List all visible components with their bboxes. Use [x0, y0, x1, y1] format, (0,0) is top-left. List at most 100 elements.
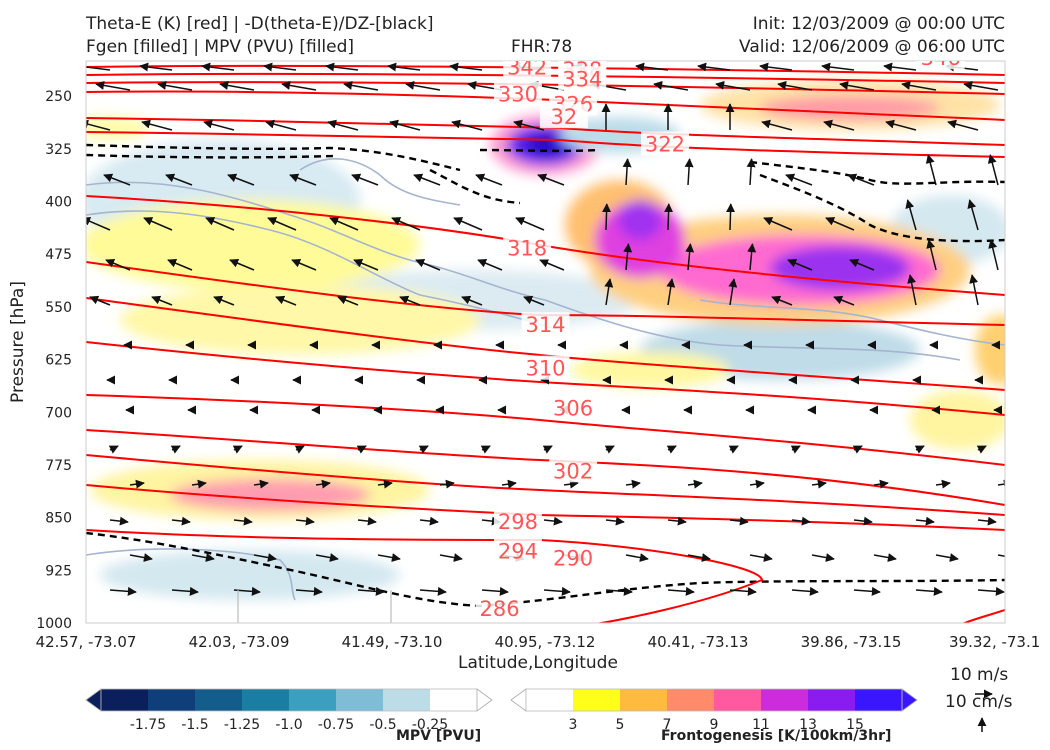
y-tick-label: 400 — [45, 195, 72, 211]
wind-vector — [787, 258, 813, 271]
wind-vector — [405, 80, 441, 91]
wind-vector — [759, 62, 793, 72]
wind-vector — [357, 516, 377, 526]
plot-area — [86, 62, 1005, 623]
wind-vector — [415, 258, 441, 271]
field-blob — [100, 550, 400, 600]
wind-vector — [726, 203, 736, 231]
wind-vector — [191, 553, 215, 562]
wind-vector — [885, 119, 917, 131]
wind-vector — [542, 445, 553, 454]
dtheta-contour — [479, 148, 601, 153]
theta-e-label: 32 — [551, 105, 578, 129]
theta-e-label: 334 — [562, 67, 602, 91]
theta-label-bg — [549, 395, 598, 420]
wind-vector — [687, 479, 703, 489]
wind-vector — [666, 445, 677, 454]
wind-vector — [337, 295, 359, 306]
wind-vector — [203, 119, 235, 131]
wind-vector — [729, 516, 749, 526]
mpv-colorbar: -1.75 -1.5 -1.25 -1.0 -0.75 -0.5 -0.25 — [85, 688, 493, 733]
colorbar-swatch — [242, 689, 290, 711]
theta-e-label: 342 — [507, 55, 547, 79]
wind-vector — [343, 80, 379, 91]
wind-vector — [141, 119, 173, 131]
wind-vector — [253, 553, 277, 562]
wind-vector — [105, 258, 131, 271]
wind-vector — [171, 586, 199, 596]
wind-vector — [399, 295, 421, 306]
colorbar-swatch — [383, 689, 431, 711]
wind-vector — [387, 62, 421, 72]
wind-vector — [749, 553, 773, 562]
colorbar-tick-label: 13 — [799, 717, 817, 733]
dtheta-contour — [759, 173, 1005, 243]
theta-e-contour — [962, 609, 1005, 623]
wind-vector — [915, 516, 935, 526]
colorbar-swatch — [808, 689, 856, 711]
wind-vector — [315, 479, 331, 489]
wind-vector — [170, 445, 181, 454]
theta-label-bg — [916, 61, 965, 70]
y-tick-label: 325 — [45, 142, 72, 158]
wind-vector — [325, 62, 359, 72]
wind-vector — [233, 516, 253, 526]
wind-vector — [728, 445, 739, 454]
wind-vector — [227, 173, 255, 186]
wind-vectors — [86, 62, 1005, 596]
theta-e-labels: 3423383343303263232234631831431030630229… — [475, 55, 965, 621]
wind-vector — [356, 445, 367, 454]
wind-vector — [461, 295, 483, 306]
wind-vector — [852, 445, 863, 454]
theta-e-label: 322 — [645, 133, 685, 157]
theta-e-contour — [86, 454, 1005, 516]
wind-vector — [653, 80, 689, 91]
wind-vector — [746, 158, 756, 186]
valid-time: Valid: 12/06/2009 @ 06:00 UTC — [739, 37, 1005, 57]
theta-label-bg — [640, 131, 689, 156]
wind-vector — [791, 516, 811, 526]
wind-vector — [213, 295, 235, 306]
colorbar-swatch — [526, 689, 574, 711]
wind-vector — [905, 199, 917, 231]
theta-label-bg — [539, 104, 588, 129]
mpv-contour — [299, 158, 461, 206]
wind-vector — [419, 516, 439, 526]
colorbar-swatch — [289, 689, 337, 711]
wind-vector — [914, 445, 925, 454]
theta-label-bg — [493, 508, 542, 533]
colorbar-tick-label: -0.75 — [318, 717, 354, 733]
theta-e-label: 330 — [498, 83, 538, 107]
wind-vector — [281, 80, 317, 91]
field-blob — [86, 116, 150, 140]
wind-vector — [377, 479, 393, 489]
wind-vector — [351, 173, 379, 186]
vector-key-horizontal: 10 m/s — [950, 665, 1009, 685]
theta-e-label: 318 — [507, 237, 547, 261]
x-axis-label: Latitude,Longitude — [458, 653, 618, 673]
wind-vector — [605, 516, 625, 526]
wind-vector — [477, 258, 503, 271]
colorbar-swatch — [573, 689, 621, 711]
mpv-contour — [544, 299, 961, 361]
theta-e-contour — [86, 64, 1005, 76]
chart-title-line1: Theta-E (K) [red] | -D(theta-E)/DZ-[blac… — [86, 14, 434, 34]
x-tick-label: 39.86, -73.15 — [801, 633, 902, 651]
wind-vector — [86, 119, 111, 131]
colorbar-frame — [525, 688, 903, 712]
wind-vector — [747, 243, 757, 271]
wind-vector — [109, 516, 129, 526]
wind-vector — [666, 278, 676, 306]
x-tick-label: 42.57, -73.07 — [36, 633, 137, 651]
wind-vector — [625, 553, 649, 562]
chart-title-line2: Fgen [filled] | MPV (PVU) [filled] — [86, 37, 355, 57]
wind-vector — [997, 554, 1005, 558]
x-tick-label: 40.41, -73.13 — [648, 633, 749, 651]
colorbar-swatch — [336, 689, 384, 711]
theta-e-label: 294 — [498, 539, 538, 563]
colorbar-tick-label: 5 — [616, 717, 625, 733]
colorbar-extend-left — [85, 688, 102, 712]
wind-vector — [791, 586, 819, 596]
wind-vector — [763, 217, 793, 231]
wind-vector — [439, 553, 463, 562]
